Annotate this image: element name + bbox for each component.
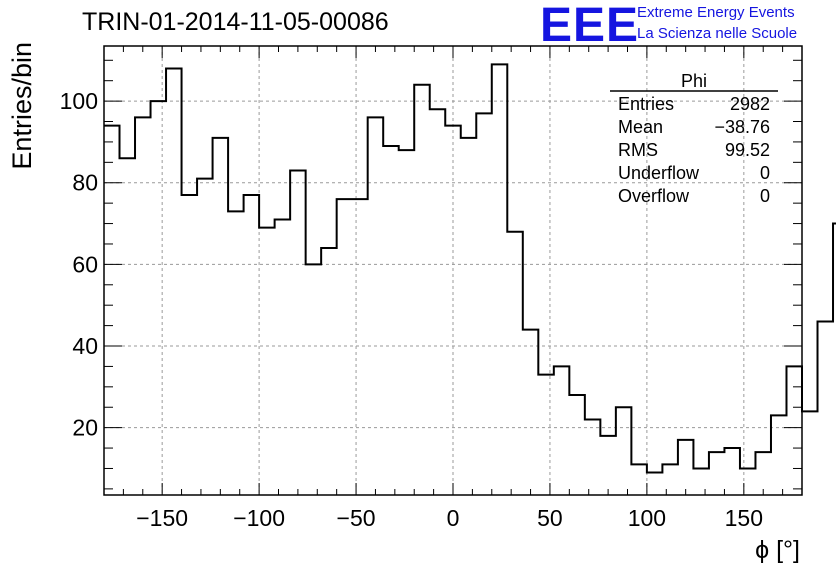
histogram-bin [616, 407, 632, 495]
histogram-bin [197, 179, 213, 495]
histogram-step-line [104, 63, 836, 474]
x-tick-label: −150 [136, 505, 188, 531]
histogram-bin [151, 101, 167, 495]
eee-logo: EEE [540, 0, 640, 52]
histogram-bin [182, 195, 198, 495]
histogram-bin [306, 264, 322, 495]
y-tick-label: 60 [72, 251, 98, 277]
stats-row-label: Mean [618, 117, 663, 137]
histogram-bin [740, 468, 756, 495]
histogram-bin [135, 117, 151, 495]
stats-row-label: Underflow [618, 163, 700, 183]
stats-row-value: 2982 [730, 94, 770, 114]
x-tick-label: 0 [447, 505, 460, 531]
histogram-bin [228, 211, 244, 495]
histogram-bin [554, 366, 570, 495]
y-tick-label: 100 [60, 88, 98, 114]
x-tick-label: 150 [725, 505, 763, 531]
histogram-bin [259, 228, 275, 495]
histogram-bin [337, 199, 353, 495]
stats-row-value: −38.76 [714, 117, 770, 137]
histogram-bin [523, 330, 539, 495]
histogram-bin [166, 68, 182, 495]
histogram-bin [569, 395, 585, 495]
x-tick-label: 100 [628, 505, 666, 531]
histogram-bin [290, 170, 306, 495]
stats-row-value: 0 [760, 163, 770, 183]
histogram-bin [755, 452, 771, 495]
stats-box-title: Phi [681, 71, 707, 91]
histogram-bin [461, 138, 477, 495]
histogram-bin [275, 219, 291, 495]
chart-title: TRIN-01-2014-11-05-00086 [82, 8, 389, 36]
histogram-bin [399, 150, 415, 495]
histogram-bin [104, 126, 120, 495]
logo-subtitle-1: Extreme Energy Events [637, 4, 795, 21]
x-tick-label: −100 [233, 505, 285, 531]
histogram-bin [631, 464, 647, 495]
histogram-bin [678, 440, 694, 495]
x-tick-label: −50 [337, 505, 376, 531]
x-tick-label: 50 [537, 505, 563, 531]
histogram-bin [802, 411, 818, 495]
histogram-bin [368, 117, 384, 495]
histogram-bin [414, 85, 430, 495]
histogram-bin [538, 375, 554, 495]
histogram-bin [600, 436, 616, 495]
stats-row-label: Entries [618, 94, 674, 114]
histogram-bin [120, 158, 136, 495]
histogram-bin [647, 473, 663, 495]
histogram-bin [693, 468, 709, 495]
stats-row-value: 99.52 [725, 140, 770, 160]
histogram-bin [724, 448, 740, 495]
histogram-bin [818, 322, 834, 495]
logo-subtitle-2: La Scienza nelle Scuole [637, 25, 798, 42]
histogram-bin [321, 248, 337, 495]
y-tick-label: 20 [72, 415, 98, 441]
y-axis-label: Entries/bin [7, 42, 37, 170]
histogram-bin [383, 146, 399, 495]
histogram-bin [662, 464, 678, 495]
histogram-bin [352, 199, 368, 495]
histogram-bin [786, 366, 802, 495]
stats-row-label: Overflow [618, 186, 690, 206]
histogram-bin [213, 138, 229, 495]
histogram-bin [585, 419, 601, 495]
stats-row-value: 0 [760, 186, 770, 206]
histogram-bin [709, 452, 725, 495]
histogram-bin [507, 232, 523, 495]
y-tick-label: 80 [72, 170, 98, 196]
histogram-bin [492, 64, 508, 495]
histogram-bin [476, 113, 492, 495]
y-tick-label: 40 [72, 333, 98, 359]
x-axis-label: ϕ [°] [755, 536, 800, 564]
histogram-bin [244, 195, 260, 495]
histogram-bin [430, 109, 446, 495]
stats-row-label: RMS [618, 140, 658, 160]
